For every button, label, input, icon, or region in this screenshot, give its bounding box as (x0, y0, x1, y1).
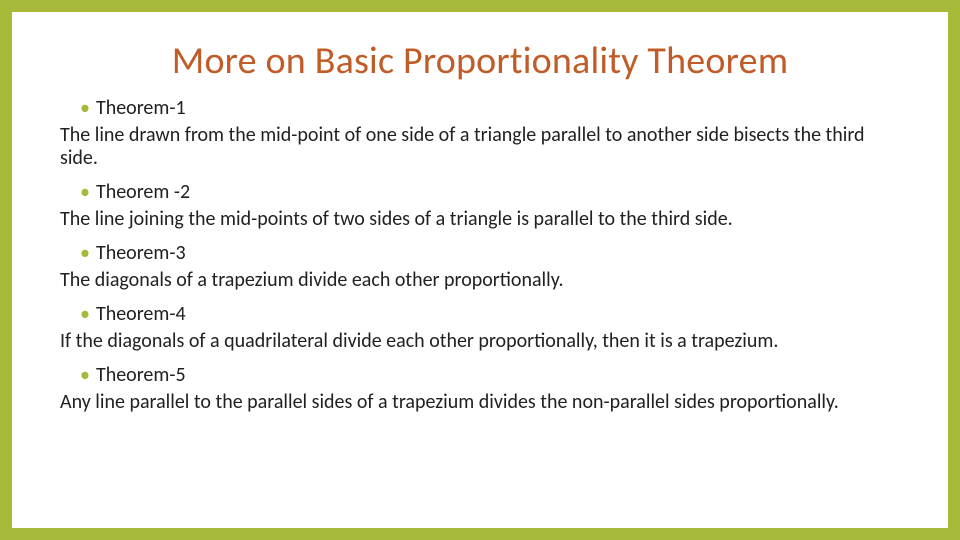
bullet-icon: • (80, 363, 90, 387)
theorem-4-body: If the diagonals of a quadrilateral divi… (60, 330, 900, 353)
theorem-2-body: The line joining the mid-points of two s… (60, 208, 900, 231)
theorem-3-label: Theorem-3 (96, 241, 186, 265)
theorem-1-label: Theorem-1 (96, 96, 186, 120)
bullet-icon: • (80, 96, 90, 120)
slide-frame: More on Basic Proportionality Theorem •T… (0, 0, 960, 540)
bullet-icon: • (80, 302, 90, 326)
slide-title: More on Basic Proportionality Theorem (60, 38, 900, 84)
theorem-1-body: The line drawn from the mid-point of one… (60, 124, 900, 170)
theorem-4-heading: •Theorem-4 (80, 302, 900, 326)
theorem-2-label: Theorem -2 (96, 180, 190, 204)
theorem-3-heading: •Theorem-3 (80, 241, 900, 265)
theorem-4-label: Theorem-4 (96, 302, 186, 326)
theorem-3-body: The diagonals of a trapezium divide each… (60, 269, 900, 292)
theorem-2-heading: •Theorem -2 (80, 180, 900, 204)
bullet-icon: • (80, 241, 90, 265)
theorem-5-label: Theorem-5 (96, 363, 186, 387)
theorem-5-body: Any line parallel to the parallel sides … (60, 391, 900, 414)
bullet-icon: • (80, 180, 90, 204)
theorem-1-heading: •Theorem-1 (80, 96, 900, 120)
theorem-5-heading: •Theorem-5 (80, 363, 900, 387)
